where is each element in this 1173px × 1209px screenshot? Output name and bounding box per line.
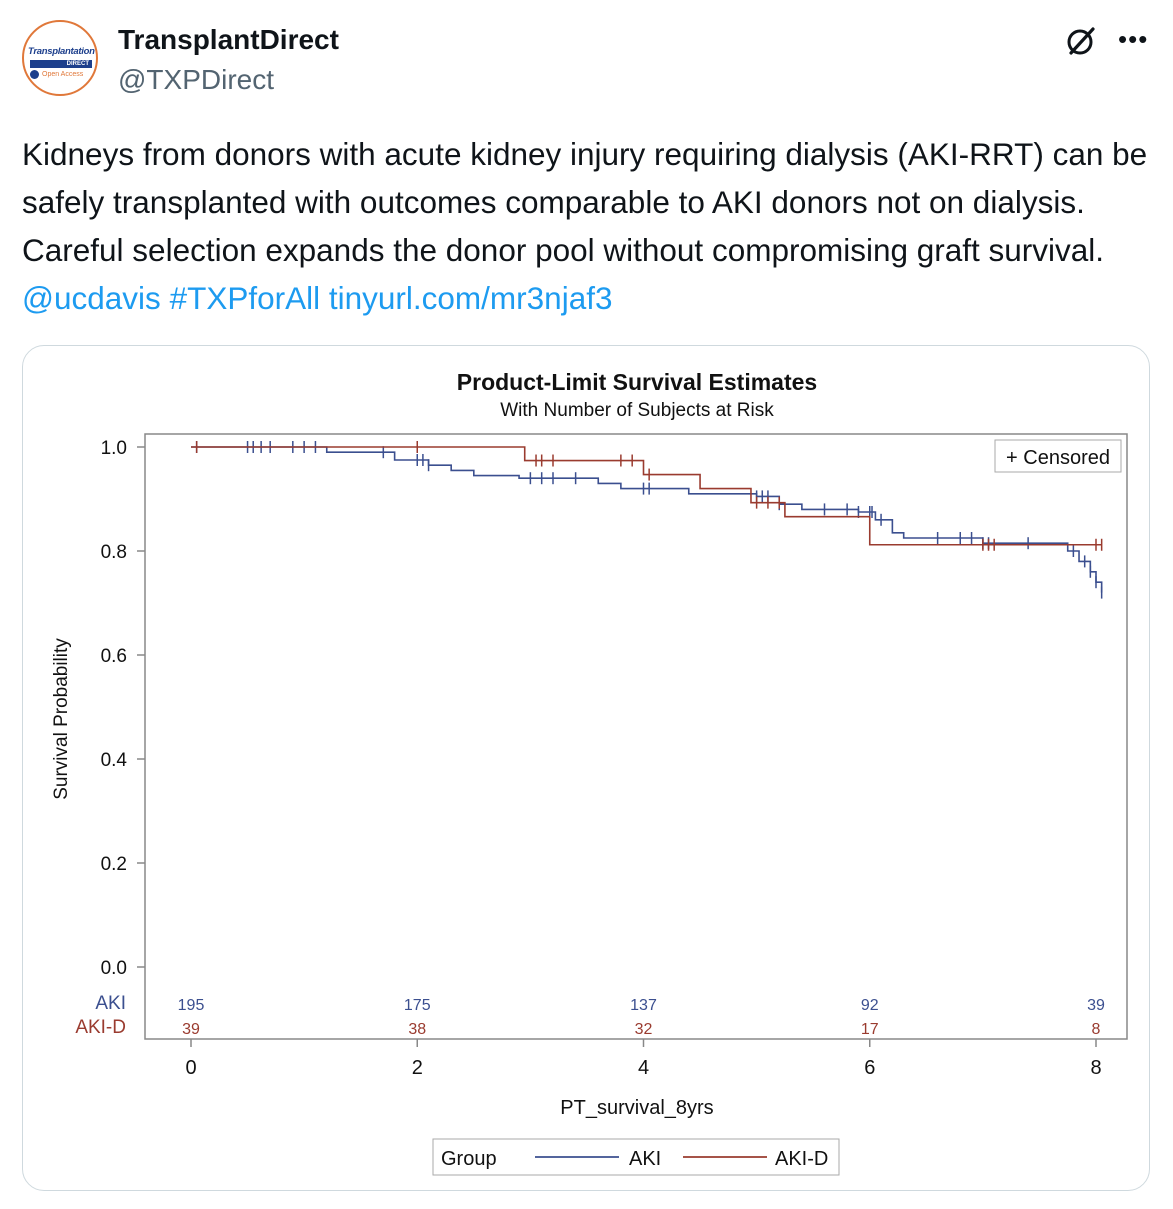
survival-chart: Product-Limit Survival Estimates With Nu… xyxy=(51,369,1128,1176)
avatar-bar: DIRECT xyxy=(30,60,92,68)
at-risk-group-label: AKI-D xyxy=(75,1017,126,1038)
at-risk-count: 39 xyxy=(182,1021,200,1038)
at-risk-table: AKI 195 175 137 92 39 AKI-D 39 38 32 17 8 xyxy=(75,993,1105,1038)
grok-icon[interactable] xyxy=(1064,24,1098,58)
at-risk-count: 137 xyxy=(630,997,657,1014)
censored-legend: + Censored xyxy=(1006,447,1110,469)
series-line-aki xyxy=(191,446,1103,593)
plot-frame xyxy=(144,433,1128,1040)
avatar[interactable]: Transplantation DIRECT Open Access xyxy=(22,20,98,96)
at-risk-count: 17 xyxy=(861,1021,879,1038)
account-handle[interactable]: @TXPDirect xyxy=(118,64,274,95)
tweet-body: Kidneys from donors with acute kidney in… xyxy=(22,136,1148,268)
y-tick-label: 1.0 xyxy=(101,438,127,459)
open-access-icon xyxy=(30,70,39,79)
y-axis-label: Survival Probability xyxy=(51,638,72,800)
more-icon[interactable]: ••• xyxy=(1118,24,1149,54)
account-name[interactable]: TransplantDirect xyxy=(118,24,339,55)
avatar-sub: DIRECT xyxy=(66,61,89,67)
y-tick-label: 0.6 xyxy=(101,646,127,667)
censored-legend-box xyxy=(994,439,1122,473)
tweet-text: Kidneys from donors with acute kidney in… xyxy=(22,130,1162,322)
at-risk-count: 8 xyxy=(1092,1021,1101,1038)
url-link[interactable]: tinyurl.com/mr3njaf3 xyxy=(328,280,613,316)
x-axis-label: PT_survival_8yrs xyxy=(560,1097,713,1119)
at-risk-group-label: AKI xyxy=(95,993,126,1014)
at-risk-count: 92 xyxy=(861,997,879,1014)
series-line-aki-d xyxy=(191,446,1102,546)
at-risk-count: 175 xyxy=(404,997,431,1014)
x-axis: 0 2 4 6 8 xyxy=(185,1039,1102,1079)
y-tick-label: 0.8 xyxy=(101,542,127,563)
y-tick-label: 0.4 xyxy=(101,750,128,771)
legend-akid-label: AKI-D xyxy=(775,1148,828,1170)
chart-title: Product-Limit Survival Estimates xyxy=(457,369,817,395)
y-tick-label: 0.2 xyxy=(101,854,127,875)
at-risk-count: 39 xyxy=(1087,997,1105,1014)
tweet-media[interactable]: Product-Limit Survival Estimates With Nu… xyxy=(22,345,1150,1191)
hashtag-link[interactable]: #TXPforAll xyxy=(169,280,321,316)
chart-subtitle: With Number of Subjects at Risk xyxy=(500,400,774,421)
at-risk-count: 195 xyxy=(178,997,205,1014)
mention-link[interactable]: @ucdavis xyxy=(22,280,161,316)
avatar-brand: Transplantation xyxy=(28,46,95,57)
group-legend-title: Group xyxy=(441,1148,497,1170)
y-tick-label: 0.0 xyxy=(101,958,127,979)
at-risk-count: 32 xyxy=(635,1021,653,1038)
group-legend-box xyxy=(432,1138,840,1176)
legend-aki-label: AKI xyxy=(629,1148,661,1170)
at-risk-count: 38 xyxy=(408,1021,426,1038)
survival-curves xyxy=(191,441,1103,599)
avatar-open-access: Open Access xyxy=(42,71,84,78)
x-tick-label: 2 xyxy=(412,1057,423,1079)
y-axis: 0.0 0.2 0.4 0.6 0.8 1.0 xyxy=(101,438,145,979)
x-tick-label: 6 xyxy=(864,1057,875,1079)
x-tick-label: 0 xyxy=(185,1057,196,1079)
x-tick-label: 4 xyxy=(638,1057,649,1079)
x-tick-label: 8 xyxy=(1090,1057,1101,1079)
